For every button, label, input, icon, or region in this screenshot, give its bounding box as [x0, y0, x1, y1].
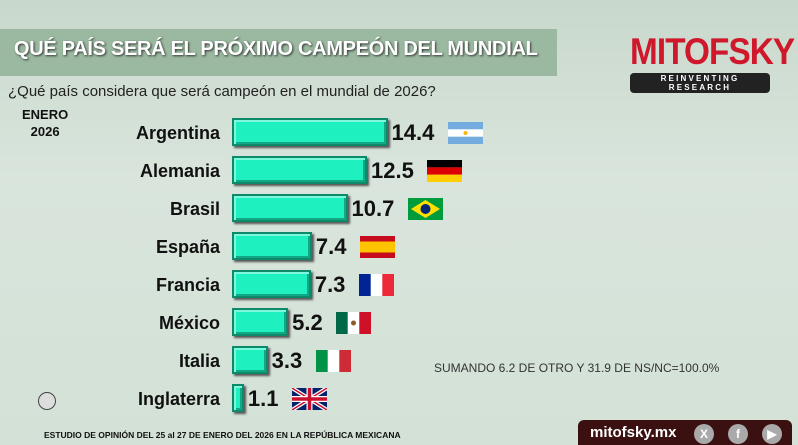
x-icon[interactable]: X — [694, 424, 714, 444]
bar-row: Inglaterra 1.1 — [0, 382, 798, 416]
bar — [232, 194, 348, 222]
value-label: 14.4 — [391, 120, 435, 145]
period: ENERO 2026 — [22, 106, 68, 140]
category-label: España — [155, 237, 220, 257]
page-title: QUÉ PAÍS SERÁ EL PRÓXIMO CAMPEÓN DEL MUN… — [14, 38, 538, 60]
brazil-flag-icon — [407, 198, 443, 220]
footer: ESTUDIO DE OPINIÓN DEL 25 al 27 DE ENERO… — [44, 430, 401, 440]
bar-row: España 7.4 — [0, 230, 798, 264]
bar — [232, 308, 289, 336]
bar-row: Brasil 10.7 — [0, 192, 798, 226]
argentina-flag-icon — [447, 122, 483, 144]
value-label: 12.5 — [371, 158, 414, 183]
mitofsky-logo: MITOFSKY REINVENTING RESEARCH — [630, 31, 795, 93]
value-label: 1.1 — [247, 386, 279, 411]
bar — [232, 156, 367, 184]
bar — [232, 384, 244, 412]
france-flag-icon — [358, 274, 394, 296]
bar — [232, 270, 311, 298]
value-label: 10.7 — [351, 196, 395, 221]
youtube-icon[interactable]: ▶ — [762, 424, 782, 444]
category-label: Brasil — [169, 199, 220, 219]
title-band — [0, 29, 557, 76]
facebook-icon[interactable]: f — [728, 424, 748, 444]
italy-flag-icon — [315, 350, 351, 372]
bar-row: Italia 3.3 — [0, 344, 798, 378]
value-label: 5.2 — [292, 310, 323, 335]
period-month: ENERO — [22, 107, 69, 122]
spain-flag-icon — [359, 236, 395, 258]
value-label: 3.3 — [271, 348, 303, 373]
bar-row: Francia 7.3 — [0, 268, 798, 302]
category-label: Argentina — [135, 123, 220, 143]
question: ¿Qué país considera que será campeón en … — [8, 83, 436, 100]
logo-name: MITOFSKY — [630, 31, 795, 72]
uk-flag-icon — [291, 388, 327, 410]
soccer-ball-icon — [38, 392, 56, 410]
note: SUMANDO 6.2 DE OTRO Y 31.9 DE NS/NC=100.… — [434, 361, 720, 375]
bar — [232, 346, 268, 374]
category-label: Francia — [155, 275, 220, 295]
logo-tagline: REINVENTING RESEARCH — [630, 73, 770, 93]
germany-flag-icon — [427, 160, 462, 182]
mexico-flag-icon — [336, 312, 372, 334]
category-label: Inglaterra — [137, 389, 220, 409]
category-label: Italia — [178, 351, 220, 371]
category-label: Alemania — [139, 161, 220, 181]
bar-row: México 5.2 — [0, 306, 798, 340]
period-year: 2026 — [30, 124, 60, 139]
site-link[interactable]: mitofsky.mx — [590, 424, 677, 441]
value-label: 7.4 — [315, 234, 347, 259]
category-label: México — [158, 313, 220, 333]
bar — [232, 232, 312, 260]
bar-row: Argentina 14.4 — [0, 116, 798, 150]
bar-row: Alemania 12.5 — [0, 154, 798, 188]
social-bar: mitofsky.mx X f ▶ — [578, 420, 792, 445]
value-label: 7.3 — [314, 272, 346, 297]
bar — [232, 118, 388, 146]
